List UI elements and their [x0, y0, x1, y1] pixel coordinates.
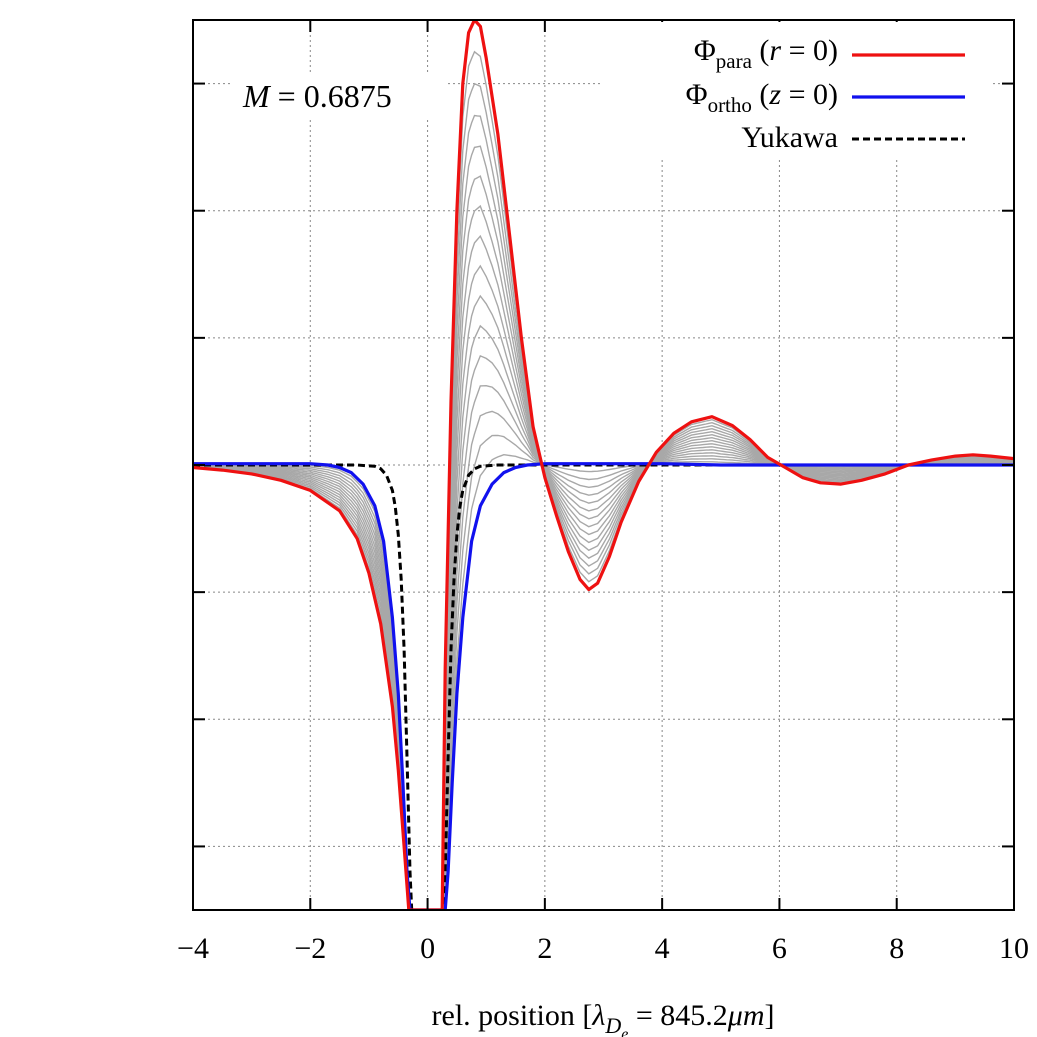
intermediate-curve [193, 354, 1014, 910]
legend-label-para: Φpara (r = 0) [694, 34, 838, 73]
intermediate-curve [193, 294, 1014, 910]
x-tick-label: 4 [655, 932, 670, 965]
intermediate-curve [193, 234, 1014, 910]
x-tick-labels: −4 −2 0 2 4 6 8 10 [177, 932, 1029, 965]
mach-number-annotation: M = 0.6875 [242, 78, 392, 114]
intermediate-curve [193, 434, 1014, 910]
x-tick-label: 0 [420, 932, 435, 965]
plot-curves [193, 20, 1014, 910]
x-axis-label: rel. position [λDe = 845.2μm] [432, 999, 775, 1037]
x-tick-label: 2 [537, 932, 552, 965]
x-tick-label: −4 [177, 932, 209, 965]
legend-label-yukawa: Yukawa [741, 121, 838, 154]
intermediate-curve [193, 114, 1014, 910]
series-para-line [193, 20, 1014, 910]
x-tick-label: 6 [772, 932, 787, 965]
legend-label-ortho: Φortho (z = 0) [686, 78, 838, 117]
x-tick-label: 8 [889, 932, 904, 965]
annotation-background [230, 72, 448, 120]
intermediate-curve [193, 145, 1014, 910]
intermediate-curve [193, 264, 1014, 910]
series-ortho-line [193, 462, 1014, 910]
legend-background [600, 22, 992, 158]
series-yukawa-line [193, 463, 1014, 910]
x-tick-label: 10 [999, 932, 1029, 965]
legend: Φpara (r = 0) Φortho (z = 0) Yukawa [600, 22, 992, 158]
intermediate-curve [193, 324, 1014, 910]
x-tick-label: −2 [294, 932, 326, 965]
